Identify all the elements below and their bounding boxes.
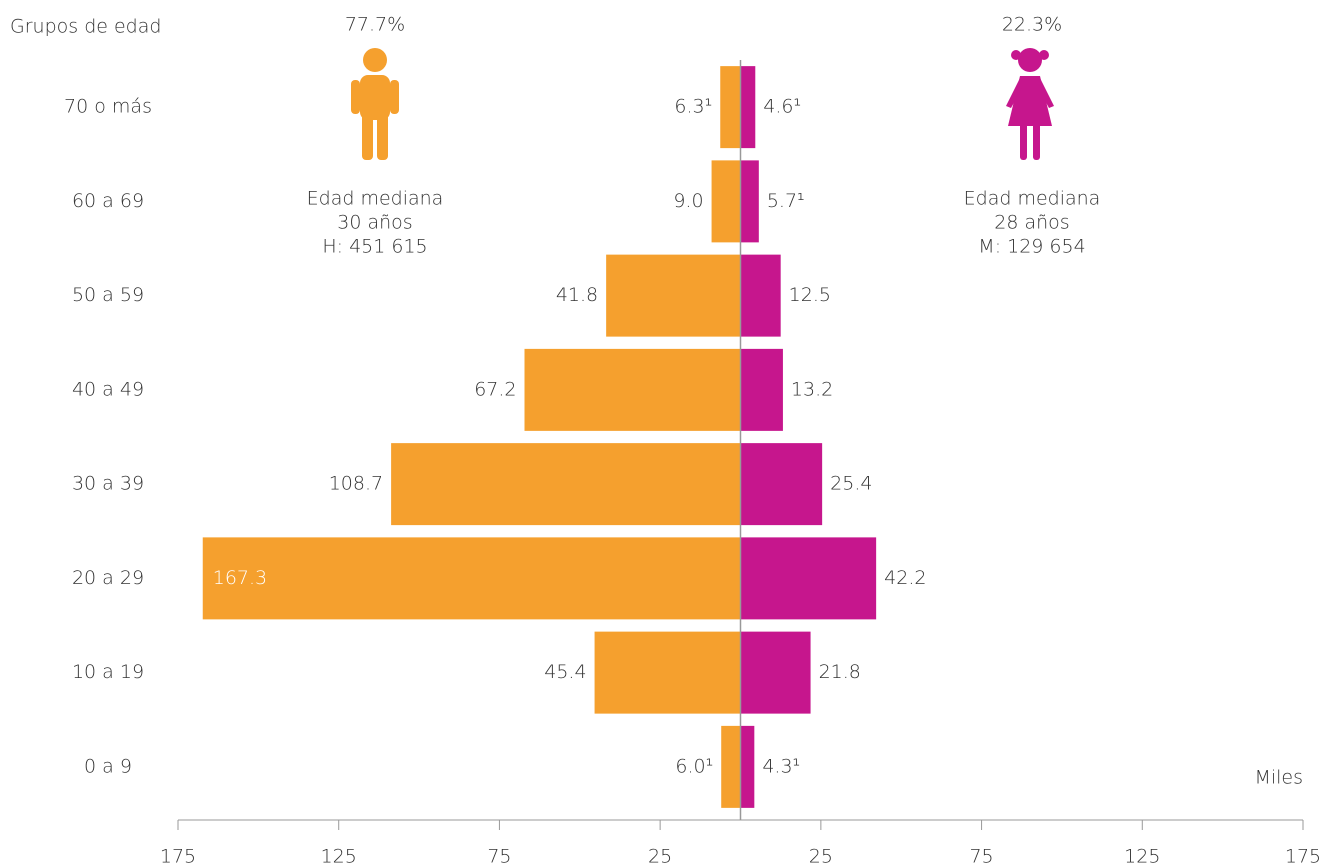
x-tick-label: 125: [321, 846, 357, 865]
value-label: 108.7: [329, 473, 383, 495]
bar: [740, 725, 755, 808]
x-tick-label: 25: [809, 846, 833, 865]
bar: [740, 254, 781, 337]
annotation: Edad mediana: [964, 188, 1101, 210]
bar: [721, 725, 741, 808]
x-unit: Miles: [1254, 767, 1303, 789]
bar: [740, 348, 783, 431]
bar: [391, 443, 741, 526]
annotation: H: 451 615: [322, 236, 427, 258]
value-label: 12.5: [789, 284, 831, 306]
bar: [202, 537, 741, 620]
share-label: 22.3%: [1002, 14, 1062, 36]
bar: [524, 348, 741, 431]
value-label: 167.3: [213, 567, 267, 589]
x-tick-label: 75: [487, 846, 511, 865]
bar: [720, 66, 741, 149]
value-label: 21.8: [819, 661, 861, 683]
category-label: 30 a 39: [72, 473, 144, 495]
annotation: 30 años: [337, 212, 412, 234]
annotation: Edad mediana: [307, 188, 444, 210]
bar: [606, 254, 741, 337]
value-label: 5.7¹: [767, 190, 805, 212]
woman-icon: [1006, 48, 1054, 160]
x-tick-label: 125: [1124, 846, 1160, 865]
category-label: 20 a 29: [72, 567, 144, 589]
bar: [711, 160, 741, 243]
bar: [740, 66, 756, 149]
x-tick-label: 175: [1285, 846, 1321, 865]
category-label: 60 a 69: [72, 190, 144, 212]
annotation: M: 129 654: [978, 236, 1085, 258]
bar: [740, 160, 759, 243]
bar: [740, 631, 811, 714]
x-tick-label: 75: [969, 846, 993, 865]
annotation: 28 años: [994, 212, 1069, 234]
value-label: 4.6¹: [763, 96, 801, 118]
category-label: 40 a 49: [72, 378, 144, 400]
value-label: 9.0: [673, 190, 703, 212]
value-label: 13.2: [791, 378, 833, 400]
bar: [740, 537, 877, 620]
category-label: 50 a 59: [72, 284, 144, 306]
value-label: 25.4: [830, 473, 872, 495]
y-axis-label: Grupos de edad: [10, 16, 161, 38]
value-label: 45.4: [544, 661, 586, 683]
x-tick-label: 175: [160, 846, 196, 865]
value-label: 41.8: [556, 284, 598, 306]
value-label: 4.3¹: [762, 755, 800, 777]
value-label: 67.2: [474, 378, 516, 400]
bar: [740, 443, 823, 526]
bar: [594, 631, 741, 714]
value-label: 6.3¹: [674, 96, 712, 118]
value-label: 42.2: [884, 567, 926, 589]
category-label: 10 a 19: [72, 661, 144, 683]
category-label: 0 a 9: [84, 755, 132, 777]
x-tick-label: 25: [648, 846, 672, 865]
value-label: 6.0¹: [675, 755, 713, 777]
category-label: 70 o más: [64, 96, 152, 118]
man-icon: [351, 48, 399, 160]
share-label: 77.7%: [345, 14, 405, 36]
